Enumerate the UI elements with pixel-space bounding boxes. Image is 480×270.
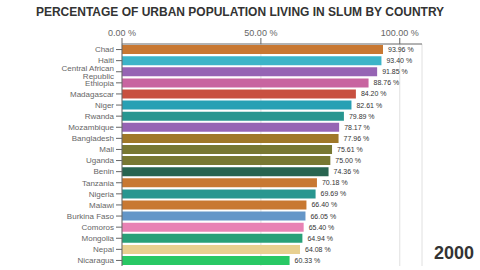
svg-text:88.76 %: 88.76 % <box>374 79 400 86</box>
svg-text:60.33 %: 60.33 % <box>295 257 321 264</box>
svg-text:Chad: Chad <box>95 45 114 54</box>
svg-text:Ethiopia: Ethiopia <box>85 79 114 88</box>
svg-text:Mali: Mali <box>99 145 114 154</box>
html-text:PERCENTAGE OF URBAN POPULATION: PERCENTAGE OF URBAN POPULATION LIVING IN… <box>35 5 445 19</box>
svg-text:Bangladesh: Bangladesh <box>72 134 114 143</box>
svg-text:Mongolia: Mongolia <box>82 234 115 243</box>
svg-text:93.40 %: 93.40 % <box>386 57 412 64</box>
svg-text:Tanzania: Tanzania <box>82 179 115 188</box>
svg-text:75.61 %: 75.61 % <box>337 146 363 153</box>
svg-text:Benin: Benin <box>94 167 114 176</box>
svg-text:Malawi: Malawi <box>89 201 114 210</box>
svg-text:82.61 %: 82.61 % <box>356 102 382 109</box>
svg-text:0.00 %: 0.00 % <box>108 28 136 38</box>
svg-text:70.18 %: 70.18 % <box>322 179 348 186</box>
svg-text:50.00 %: 50.00 % <box>244 28 277 38</box>
svg-text:Nepal: Nepal <box>93 245 114 254</box>
svg-text:Madagascar: Madagascar <box>70 90 114 99</box>
svg-text:65.40 %: 65.40 % <box>309 224 335 231</box>
svg-text:66.40 %: 66.40 % <box>311 201 337 208</box>
svg-text:100.00 %: 100.00 % <box>381 28 419 38</box>
svg-text:69.69 %: 69.69 % <box>321 190 347 197</box>
svg-text:93.96 %: 93.96 % <box>388 46 414 53</box>
html-text:2000: 2000 <box>434 243 474 263</box>
svg-text:Haiti: Haiti <box>98 56 114 66</box>
svg-text:Burkina Faso: Burkina Faso <box>67 212 115 221</box>
svg-text:66.05 %: 66.05 % <box>310 213 336 220</box>
svg-text:79.89 %: 79.89 % <box>349 113 375 120</box>
svg-text:Niger: Niger <box>95 101 114 110</box>
svg-text:Nigeria: Nigeria <box>89 190 115 199</box>
svg-text:75.00 %: 75.00 % <box>335 157 361 164</box>
svg-text:64.94 %: 64.94 % <box>307 235 333 242</box>
html-text:Republic: Republic <box>82 71 114 81</box>
html-text:Central African: Central African <box>61 63 114 73</box>
svg-text:Rwanda: Rwanda <box>85 112 115 121</box>
svg-text:Uganda: Uganda <box>86 156 115 165</box>
svg-text:77.96 %: 77.96 % <box>344 135 370 142</box>
svg-text:84.20 %: 84.20 % <box>361 90 387 97</box>
svg-text:Mozambique: Mozambique <box>68 123 114 132</box>
svg-text:91.85 %: 91.85 % <box>382 68 408 75</box>
svg-text:64.08 %: 64.08 % <box>305 246 331 253</box>
svg-text:74.36 %: 74.36 % <box>334 168 360 175</box>
svg-text:Comoros: Comoros <box>82 223 114 232</box>
svg-text:Nicaragua: Nicaragua <box>78 256 115 265</box>
svg-text:78.17 %: 78.17 % <box>344 124 370 131</box>
